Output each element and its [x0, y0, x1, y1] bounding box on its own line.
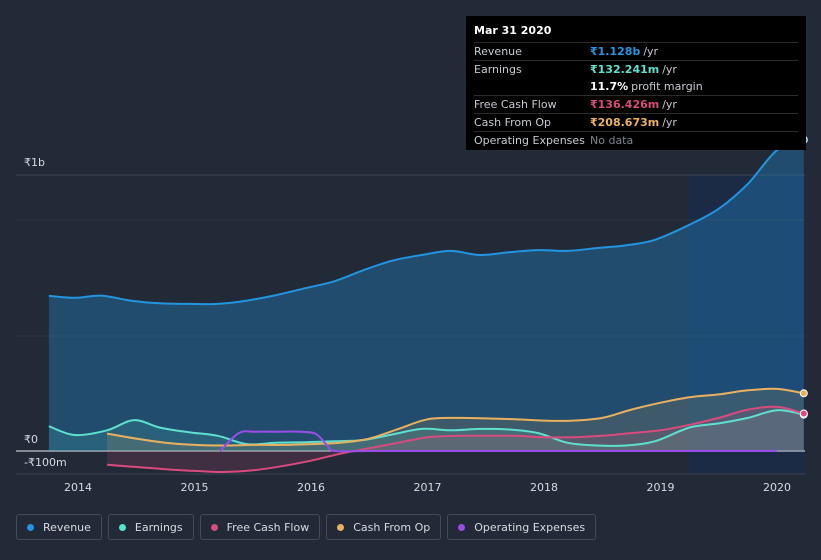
free-cash-flow-area — [107, 406, 804, 473]
tooltip-margin-value: 11.7% — [590, 80, 629, 93]
legend: Revenue Earnings Free Cash Flow Cash Fro… — [16, 514, 602, 540]
x-tick-2016: 2016 — [297, 481, 325, 494]
tooltip-revenue-value: ₹1.128b — [590, 45, 641, 58]
tooltip-cfo-value: ₹208.673m — [590, 116, 660, 129]
y-tick-0: ₹0 — [24, 433, 38, 446]
legend-dot-free-cash-flow — [210, 523, 218, 531]
x-tick-2015: 2015 — [181, 481, 209, 494]
legend-label-cash-from-op: Cash From Op — [353, 520, 431, 534]
legend-dot-revenue — [27, 523, 34, 531]
tooltip-revenue-label: Revenue — [474, 45, 522, 58]
revenue-area — [48, 139, 804, 451]
earnings-line — [48, 409, 804, 447]
tooltip-earnings-unit: /yr — [662, 63, 677, 76]
legend-item-earnings[interactable]: Earnings — [107, 514, 194, 540]
free-cash-flow-line — [107, 405, 805, 474]
tooltip-earnings-label: Earnings — [474, 63, 522, 76]
y-tick-1b: ₹1b — [24, 156, 45, 169]
tooltip-row-cfo: Cash From Op ₹208.673m /yr — [474, 114, 798, 132]
tooltip-date: Mar 31 2020 — [474, 24, 798, 43]
cash-from-op-endpoint — [799, 389, 808, 398]
legend-item-cash-from-op[interactable]: Cash From Op — [326, 514, 442, 540]
legend-label-revenue: Revenue — [43, 520, 91, 534]
legend-item-free-cash-flow[interactable]: Free Cash Flow — [199, 514, 321, 540]
tooltip-cfo-label: Cash From Op — [474, 116, 552, 129]
cash-from-op-area — [107, 388, 804, 451]
legend-dot-earnings — [118, 523, 126, 531]
legend-dot-cash-from-op — [337, 523, 345, 531]
tooltip-row-fcf: Free Cash Flow ₹136.426m /yr — [474, 96, 798, 114]
tooltip-earnings-value: ₹132.241m — [590, 63, 660, 76]
tooltip-opex-value: No data — [590, 134, 634, 147]
tooltip-row-opex: Operating Expenses No data — [474, 132, 798, 149]
tooltip-fcf-unit: /yr — [662, 98, 677, 111]
legend-item-operating-expenses[interactable]: Operating Expenses — [447, 514, 597, 540]
tooltip-fcf-label: Free Cash Flow — [474, 98, 557, 111]
legend-label-operating-expenses: Operating Expenses — [474, 520, 586, 534]
earnings-area — [48, 410, 804, 451]
x-tick-2018: 2018 — [530, 481, 558, 494]
x-tick-2017: 2017 — [414, 481, 442, 494]
cash-from-op-line — [106, 387, 804, 447]
legend-label-earnings: Earnings — [134, 520, 183, 534]
tooltip-margin-text: profit margin — [631, 80, 703, 93]
free-cash-flow-endpoint — [799, 409, 808, 418]
tooltip-row-margin: 11.7% profit margin — [474, 78, 798, 96]
tooltip-row-earnings: Earnings ₹132.241m /yr — [474, 61, 798, 78]
operating-expenses-line — [219, 430, 777, 453]
tooltip-revenue-unit: /yr — [643, 45, 659, 58]
revenue-line — [48, 138, 805, 306]
x-tick-2020: 2020 — [763, 481, 791, 494]
tooltip-cfo-unit: /yr — [662, 116, 677, 129]
x-tick-2019: 2019 — [647, 481, 675, 494]
legend-dot-operating-expenses — [458, 523, 466, 531]
legend-item-revenue[interactable]: Revenue — [16, 514, 102, 540]
tooltip-panel: Mar 31 2020 Revenue ₹1.128b /yr Earnings… — [466, 16, 806, 150]
y-tick-neg100m: -₹100m — [24, 456, 67, 469]
tooltip-opex-label: Operating Expenses — [474, 134, 585, 147]
legend-label-free-cash-flow: Free Cash Flow — [226, 520, 310, 534]
tooltip-row-revenue: Revenue ₹1.128b /yr — [474, 43, 798, 61]
tooltip-fcf-value: ₹136.426m — [590, 98, 660, 111]
chart-area: ₹1b ₹0 -₹100m 2014 2015 2016 2017 2018 2019 20… — [16, 135, 808, 494]
x-tick-2014: 2014 — [64, 481, 92, 494]
